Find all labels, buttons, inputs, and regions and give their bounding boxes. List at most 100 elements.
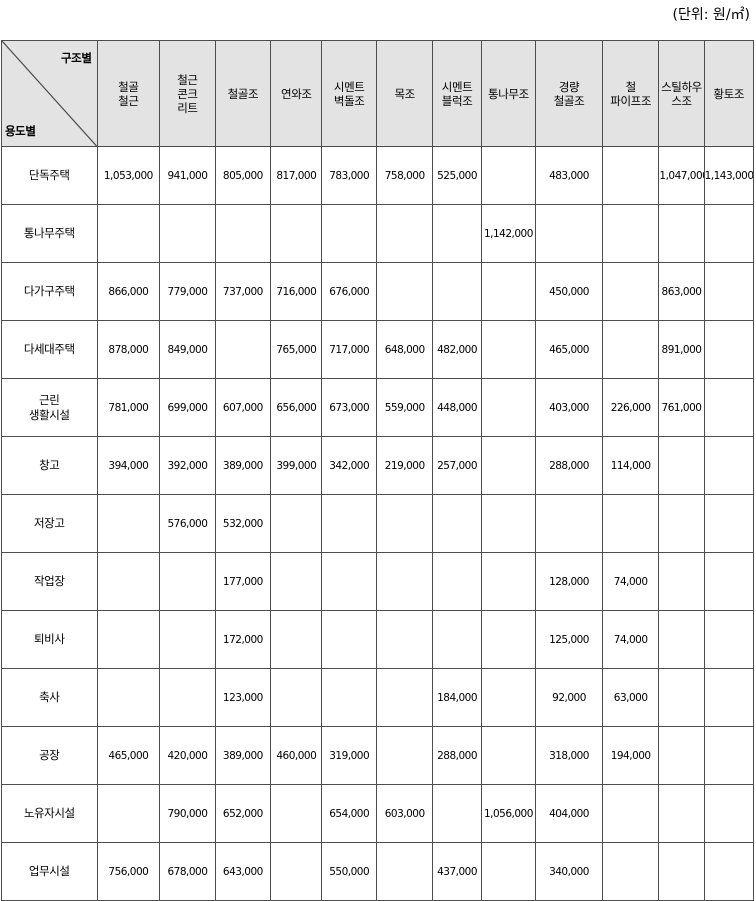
table-row: 창고 394,000 392,000 389,000 399,000 342,000 219… <box>1 436 755 495</box>
data-cell: 448,000 <box>432 378 482 437</box>
column-header-cheolgeun-concrete: 철근 콘크 리트 <box>159 40 216 147</box>
data-cell: 318,000 <box>535 726 603 785</box>
row-header-label-line: 단독주택 <box>28 168 70 182</box>
row-header-label-line: 통나무주택 <box>23 226 75 240</box>
table-header-row: 구조별 용도별 철골 철근 철근 콘크 리트 철골조 연와조 시멘트 벽돌조 목조 시멘… <box>1 40 755 147</box>
header-label-line: 경량 <box>558 79 580 94</box>
data-cell: 678,000 <box>159 842 216 901</box>
data-cell: 177,000 <box>214 552 272 611</box>
data-cell: 74,000 <box>601 552 660 611</box>
data-cell: 288,000 <box>535 436 603 495</box>
empty-cell <box>480 610 537 669</box>
empty-cell <box>270 610 323 669</box>
table-row: 저장고 576,000 532,000 <box>1 494 755 553</box>
empty-cell <box>601 262 660 321</box>
row-header-cell: 통나무주택 <box>1 204 98 263</box>
empty-cell <box>375 610 434 669</box>
column-header-cement-brick: 시멘트 벽돌조 <box>321 40 377 147</box>
data-cell: 404,000 <box>535 784 603 843</box>
empty-cell <box>321 552 377 611</box>
header-label-line: 철골조 <box>553 93 585 108</box>
header-label-line: 시멘트 <box>441 79 473 94</box>
empty-cell <box>375 668 434 727</box>
data-cell: 699,000 <box>159 378 216 437</box>
column-header-cheolgol-cheolgeun: 철골 철근 <box>96 40 161 147</box>
header-label-line: 시멘트 <box>333 79 365 94</box>
empty-cell <box>480 146 537 205</box>
empty-cell <box>321 494 377 553</box>
empty-cell <box>321 610 377 669</box>
empty-cell <box>480 668 537 727</box>
table-row: 통나무주택 1,142,000 <box>1 204 755 263</box>
data-cell: 676,000 <box>321 262 377 321</box>
table-row: 근린 생활시설 781,000 699,000 607,000 656,000 673,00… <box>1 378 755 437</box>
column-header-hwangtojo: 황토조 <box>703 40 755 147</box>
corner-inner: 구조별 용도별 <box>2 41 97 146</box>
empty-cell <box>601 146 660 205</box>
rate-table-container: 구조별 용도별 철골 철근 철근 콘크 리트 철골조 연와조 시멘트 벽돌조 목조 시멘… <box>1 40 755 901</box>
data-cell: 1,056,000 <box>480 784 537 843</box>
data-cell: 460,000 <box>270 726 323 785</box>
header-label-line: 목조 <box>394 86 415 101</box>
empty-cell <box>658 204 705 263</box>
data-cell: 194,000 <box>601 726 660 785</box>
empty-cell <box>96 668 161 727</box>
data-cell: 1,053,000 <box>96 146 161 205</box>
empty-cell <box>601 204 660 263</box>
data-cell: 63,000 <box>601 668 660 727</box>
data-cell: 394,000 <box>96 436 161 495</box>
empty-cell <box>703 494 755 553</box>
data-cell: 399,000 <box>270 436 323 495</box>
data-cell: 184,000 <box>432 668 482 727</box>
empty-cell <box>96 784 161 843</box>
data-cell: 482,000 <box>432 320 482 379</box>
table-row: 작업장 177,000 128,000 74,000 <box>1 552 755 611</box>
data-cell: 128,000 <box>535 552 603 611</box>
header-label-line: 파이프조 <box>610 93 652 108</box>
data-cell: 756,000 <box>96 842 161 901</box>
row-header-cell: 축사 <box>1 668 98 727</box>
empty-cell <box>214 320 272 379</box>
header-label-line: 철근 <box>177 72 198 87</box>
unit-note-text: (단위: 원/㎡) <box>672 7 750 23</box>
data-cell: 654,000 <box>321 784 377 843</box>
construction-rate-table: 구조별 용도별 철골 철근 철근 콘크 리트 철골조 연와조 시멘트 벽돌조 목조 시멘… <box>1 40 755 901</box>
header-label-line: 연와조 <box>281 86 312 101</box>
table-row: 다세대주택 878,000 849,000 765,000 717,000 648,000… <box>1 320 755 379</box>
empty-cell <box>658 726 705 785</box>
empty-cell <box>96 610 161 669</box>
row-header-cell: 공장 <box>1 726 98 785</box>
data-cell: 465,000 <box>96 726 161 785</box>
data-cell: 761,000 <box>658 378 705 437</box>
data-cell: 319,000 <box>321 726 377 785</box>
data-cell: 717,000 <box>321 320 377 379</box>
row-header-label-line: 업무시설 <box>28 864 70 878</box>
data-cell: 219,000 <box>375 436 434 495</box>
row-header-label-line: 노유자시설 <box>23 806 75 820</box>
row-header-label-line: 생활시설 <box>28 407 70 422</box>
empty-cell <box>159 610 216 669</box>
column-header-yeonwajo: 연와조 <box>270 40 323 147</box>
diagonal-divider-icon <box>2 41 97 146</box>
empty-cell <box>270 842 323 901</box>
column-header-label: 철근 콘크 리트 <box>177 72 198 115</box>
header-label-line: 철골조 <box>227 86 259 101</box>
column-header-steel-house: 스틸하우 스조 <box>658 40 705 147</box>
empty-cell <box>270 784 323 843</box>
data-cell: 673,000 <box>321 378 377 437</box>
data-cell: 114,000 <box>601 436 660 495</box>
data-cell: 648,000 <box>375 320 434 379</box>
column-header-cheolgoljo: 철골조 <box>214 40 272 147</box>
empty-cell <box>480 320 537 379</box>
column-header-label: 경량 철골조 <box>554 80 585 108</box>
empty-cell <box>375 204 434 263</box>
empty-cell <box>703 726 755 785</box>
data-cell: 532,000 <box>214 494 272 553</box>
empty-cell <box>703 320 755 379</box>
data-cell: 941,000 <box>159 146 216 205</box>
data-cell: 737,000 <box>214 262 272 321</box>
row-header-cell: 퇴비사 <box>1 610 98 669</box>
empty-cell <box>375 842 434 901</box>
data-cell: 866,000 <box>96 262 161 321</box>
empty-cell <box>270 668 323 727</box>
